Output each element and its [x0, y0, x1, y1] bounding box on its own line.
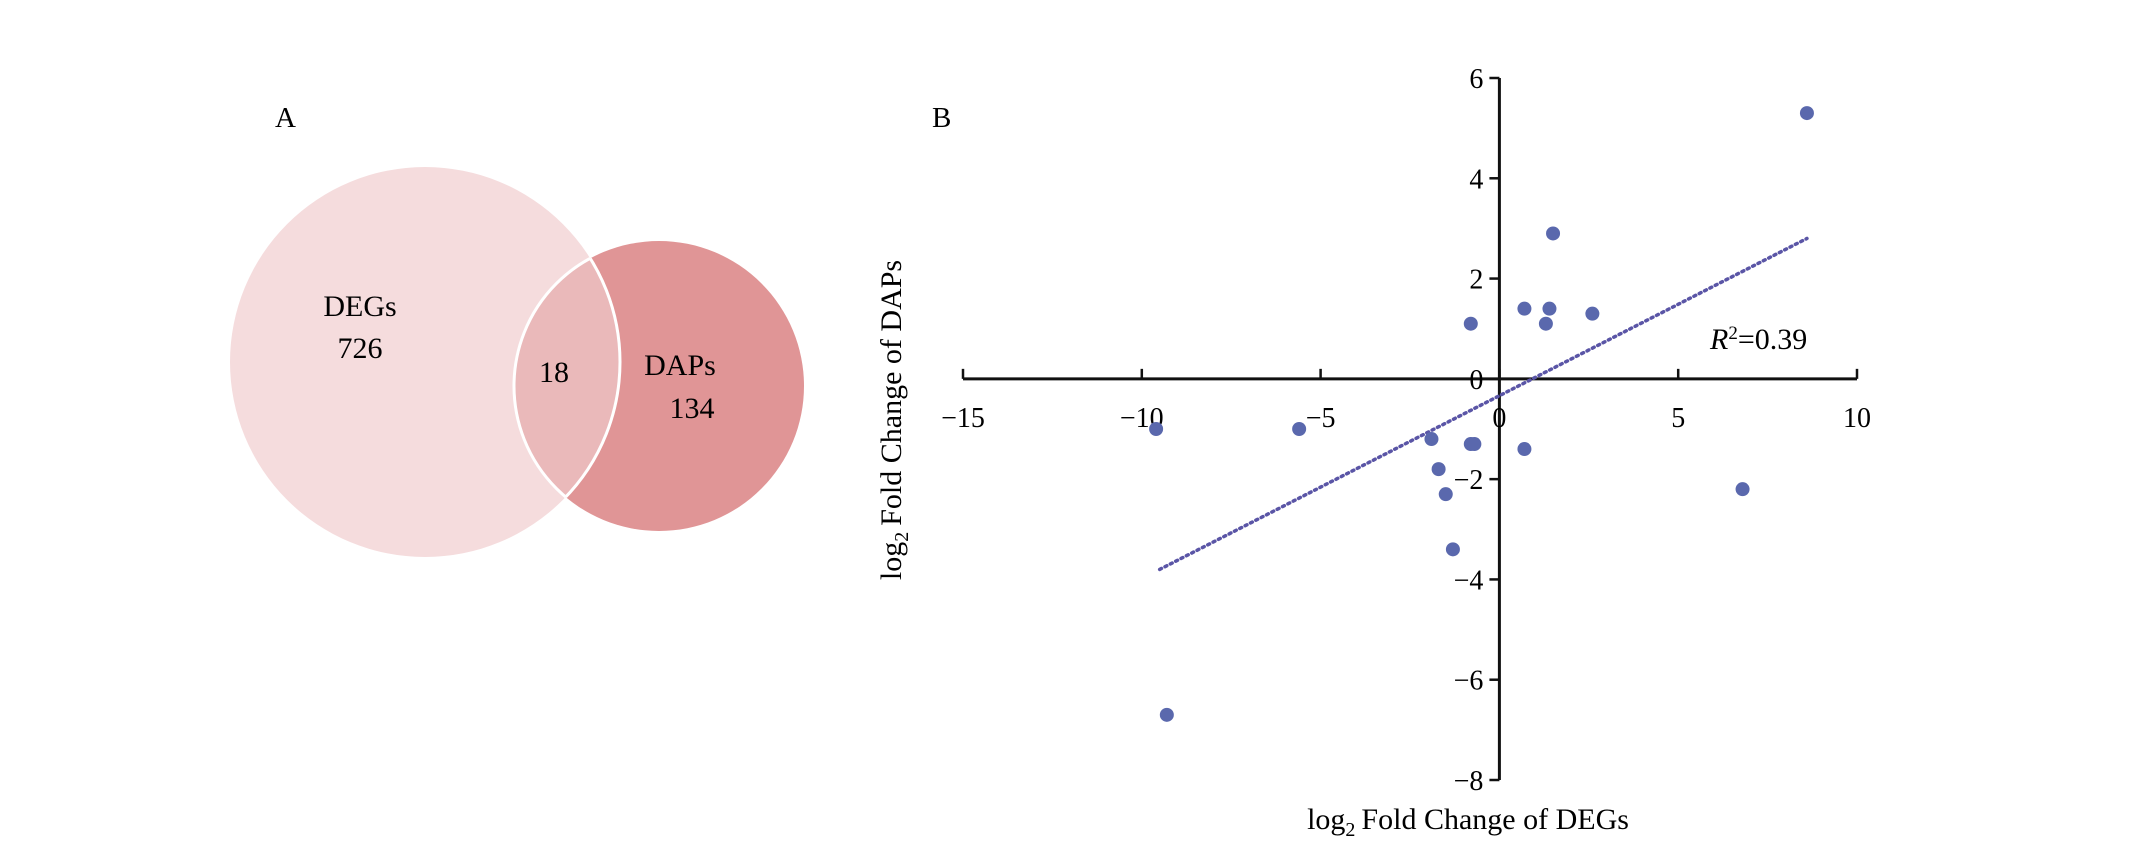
scatter-axes [963, 78, 1857, 780]
overlap-count: 18 [539, 356, 569, 389]
panel-a-label: A [275, 102, 296, 134]
x-axis-title-subscript: 2 [1345, 819, 1355, 841]
y-tick-label: 2 [1469, 265, 1483, 296]
y-ticks: −8 −6 −4 −2 0 2 4 6 [1454, 64, 1500, 797]
x-tick-label: 0 [1492, 403, 1506, 434]
scatter-point [1538, 316, 1553, 331]
scatter-point [1546, 226, 1561, 241]
scatter-point [1735, 482, 1750, 497]
scatter-point [1467, 437, 1482, 452]
scatter-point [1799, 106, 1814, 121]
degs-boundary-outline [514, 241, 622, 531]
daps-unique-count: 134 [670, 392, 715, 425]
y-axis-title-text: Fold Change of DAPs [875, 260, 908, 526]
scatter-point [1424, 432, 1439, 447]
scatter-point [1585, 306, 1600, 321]
scatter-point [1292, 422, 1307, 436]
r-squared-annotation: R2=0.39 [1709, 323, 1807, 357]
x-axis-title-text: Fold Change of DEGs [1361, 803, 1628, 836]
scatter-point [1438, 487, 1453, 502]
r-power: 2 [1728, 323, 1738, 344]
scatter-point [1542, 301, 1557, 316]
y-tick-label: −2 [1454, 465, 1484, 496]
scatter-point [1463, 316, 1478, 331]
degs-unique-count: 726 [338, 332, 383, 365]
daps-boundary-outline [512, 239, 620, 533]
degs-set-name: DEGs [323, 290, 396, 323]
daps-set-name: DAPs [644, 349, 716, 382]
y-tick-label: 0 [1469, 365, 1483, 396]
panel-b-label: B [932, 102, 951, 134]
scatter-point [1431, 462, 1446, 477]
x-axis-title: log2 Fold Change of DEGs [1307, 803, 1629, 841]
r-value: =0.39 [1738, 323, 1807, 356]
y-tick-label: 4 [1469, 164, 1483, 195]
scatter-points [1149, 106, 1814, 722]
scatter-point [1517, 442, 1532, 457]
y-tick-label: −6 [1454, 666, 1484, 697]
y-axis-title-prefix: log [875, 542, 908, 580]
y-tick-label: −8 [1454, 766, 1484, 797]
overlap-region [514, 241, 620, 531]
scatter-point [1149, 422, 1164, 436]
venn-panel: A DEGs 726 18 DAPs 134 [230, 102, 804, 557]
x-tick-label: 10 [1843, 403, 1871, 434]
y-axis-title-group: log2 Fold Change of DAPs [875, 260, 913, 580]
y-axis-title-subscript: 2 [891, 532, 913, 542]
scatter-point [1445, 542, 1460, 557]
degs-circle [230, 167, 620, 557]
r-symbol: R [1709, 323, 1728, 356]
x-tick-label: −5 [1306, 403, 1336, 434]
y-tick-label: 6 [1469, 64, 1483, 95]
x-ticks: −15 −10 −5 0 5 10 [941, 368, 1871, 434]
x-tick-label: 5 [1671, 403, 1685, 434]
y-axis-title: log2 Fold Change of DAPs [875, 260, 913, 580]
scatter-point [1517, 301, 1532, 316]
scatter-point [1159, 707, 1174, 722]
x-axis-title-prefix: log [1307, 803, 1345, 836]
trend-line [1157, 236, 1809, 572]
y-tick-label: −4 [1454, 565, 1484, 596]
x-tick-label: −15 [941, 403, 985, 434]
